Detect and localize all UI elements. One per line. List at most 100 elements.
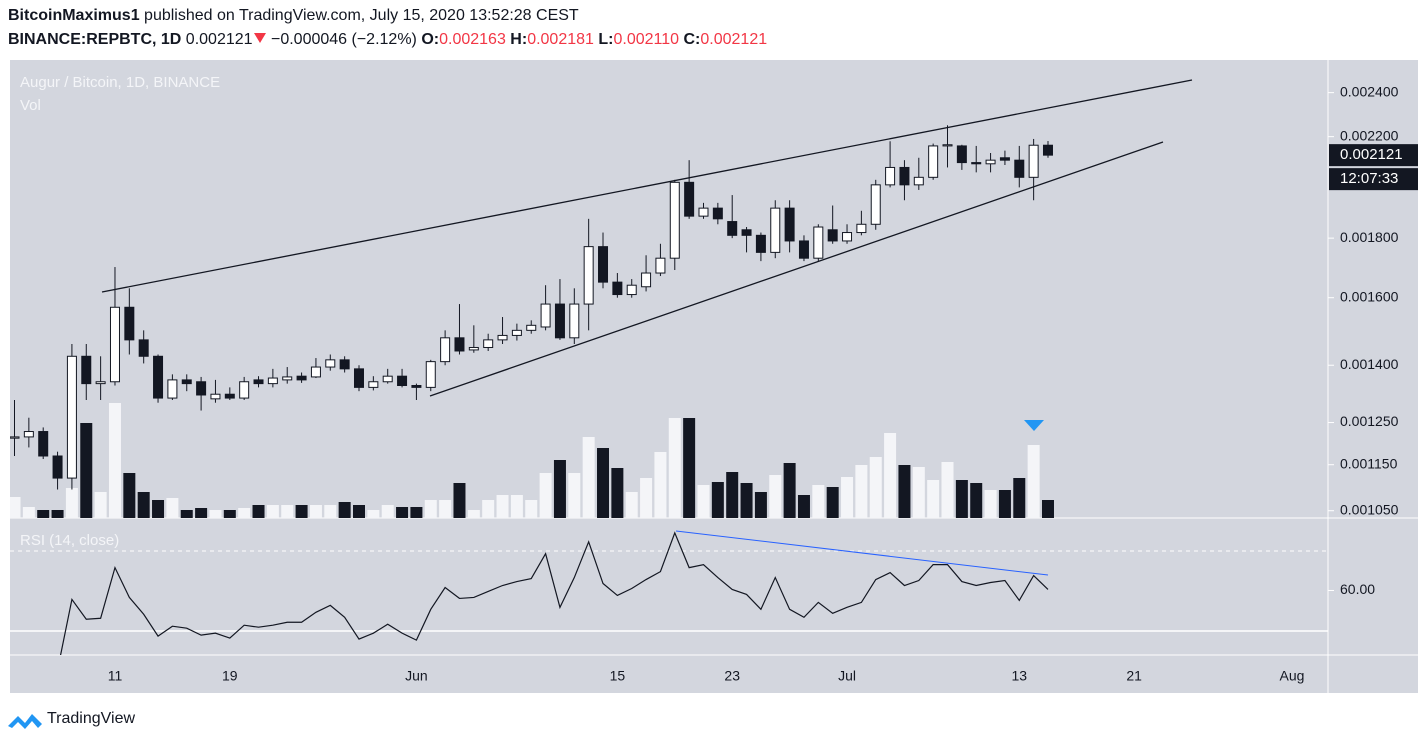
- x-tick-label: Aug: [1280, 668, 1305, 684]
- rsi-tick-label: 60.00: [1340, 581, 1375, 597]
- candle-body: [52, 455, 63, 479]
- candle-body: [942, 144, 953, 147]
- volume-bar: [252, 505, 265, 518]
- candle-body: [339, 359, 350, 370]
- last-price-box: [1329, 144, 1418, 167]
- candle-body: [698, 207, 709, 217]
- candle-body: [23, 431, 34, 438]
- candle-body: [210, 393, 221, 400]
- candle-body: [727, 221, 738, 236]
- volume-bar: [553, 460, 566, 518]
- price-pane: [10, 125, 1054, 518]
- volume-bar: [324, 505, 337, 518]
- volume-bar: [970, 483, 983, 518]
- volume-bar: [10, 497, 21, 518]
- volume-bar: [841, 477, 854, 518]
- volume-bar: [209, 510, 222, 518]
- volume-bar: [568, 473, 581, 518]
- candle-body: [985, 159, 996, 165]
- volume-bar: [180, 510, 193, 518]
- ohlc-key: L:: [598, 31, 614, 48]
- candle-body: [368, 381, 379, 388]
- volume-bar: [51, 510, 64, 518]
- candle-body: [109, 306, 120, 383]
- countdown-box: [1329, 168, 1418, 191]
- ohlc-value: 0.002181: [527, 31, 594, 48]
- volume-bar: [22, 507, 35, 518]
- y-tick-label: 0.001800: [1340, 229, 1399, 245]
- countdown-label: 12:07:33: [1340, 170, 1398, 187]
- volume-bar: [984, 490, 997, 518]
- volume-bar: [611, 468, 624, 518]
- volume-bar: [869, 457, 882, 518]
- volume-bar: [697, 485, 710, 518]
- volume-bar: [525, 500, 538, 518]
- trend-line: [101, 79, 1193, 293]
- candle-body: [483, 339, 494, 348]
- volume-bar: [108, 403, 121, 518]
- x-tick-label: Jul: [838, 668, 856, 684]
- volume-bar: [640, 478, 653, 518]
- candle-body: [353, 368, 364, 388]
- candle-body: [1014, 159, 1025, 178]
- candle-body: [798, 240, 809, 259]
- volume-bar: [582, 437, 595, 518]
- volume-bar: [826, 487, 839, 518]
- candle-body: [870, 184, 881, 225]
- candle-body: [267, 377, 278, 385]
- candle-body: [569, 303, 580, 339]
- y-tick-label: 0.001400: [1340, 356, 1399, 372]
- volume-label: Vol: [20, 97, 41, 114]
- candle-body: [899, 166, 910, 186]
- volume-bar: [797, 495, 810, 518]
- candle-body: [425, 361, 436, 388]
- candle-body: [382, 375, 393, 383]
- candle-body: [956, 145, 967, 164]
- candle-body: [598, 246, 609, 283]
- x-tick-label: 13: [1011, 668, 1027, 684]
- volume-bar: [367, 510, 380, 518]
- candle-body: [885, 166, 896, 186]
- x-tick-label: 23: [724, 668, 740, 684]
- volume-bar: [467, 510, 480, 518]
- ohlc-key: C:: [683, 31, 701, 48]
- volume-bar: [898, 465, 911, 518]
- candle-body: [124, 306, 135, 341]
- rsi-title: RSI (14, close): [20, 532, 119, 549]
- y-tick-label: 0.001150: [1340, 455, 1398, 471]
- volume-bar: [482, 500, 495, 518]
- volume-bar: [65, 488, 78, 518]
- candle-body: [669, 181, 680, 259]
- volume-bar: [496, 495, 509, 518]
- candle-body: [784, 207, 795, 242]
- volume-bar: [424, 500, 437, 518]
- volume-bar: [295, 505, 308, 518]
- candle-body: [81, 355, 92, 385]
- volume-bar: [740, 483, 753, 518]
- brand: TradingView: [47, 710, 135, 727]
- candle-body: [411, 385, 422, 388]
- volume-bar: [1013, 478, 1026, 518]
- volume-bar: [137, 492, 150, 518]
- ohlc-key: O:: [421, 31, 440, 48]
- y-tick-label: 0.002200: [1340, 127, 1399, 143]
- header-line-1: BitcoinMaximus1 published on TradingView…: [8, 7, 579, 25]
- candle-body: [928, 145, 939, 178]
- volume-bar: [754, 492, 767, 518]
- volume-bar: [238, 508, 251, 518]
- volume-bar: [410, 507, 423, 518]
- candle-body: [655, 257, 666, 274]
- volume-bar: [927, 480, 940, 518]
- y-tick-label: 0.001050: [1340, 501, 1399, 517]
- volume-bar: [998, 490, 1011, 518]
- candle-body: [138, 339, 149, 357]
- ohlc-key: H:: [510, 31, 528, 48]
- candle-body: [167, 379, 178, 399]
- volume-bar: [338, 502, 351, 518]
- candle-body: [325, 359, 336, 368]
- x-tick-label: 19: [222, 668, 238, 684]
- candle-body: [741, 229, 752, 236]
- volume-bar: [223, 510, 236, 518]
- volume-bar: [352, 505, 365, 518]
